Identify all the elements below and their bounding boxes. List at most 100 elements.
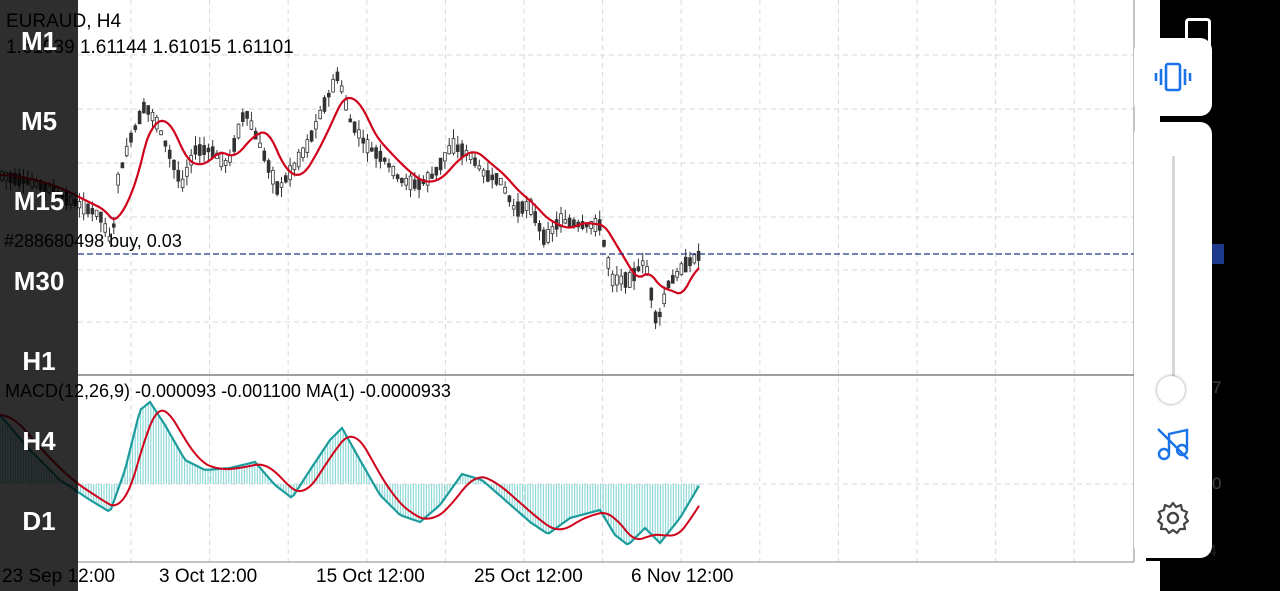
candle-body <box>683 256 688 273</box>
timeframe-m15[interactable]: M15 <box>13 186 65 216</box>
candle-body <box>107 236 112 242</box>
candle-body <box>662 293 666 305</box>
gear-icon[interactable] <box>1155 500 1191 536</box>
candle-body <box>271 170 275 185</box>
timeframe-h4[interactable]: H4 <box>22 426 56 456</box>
music-off-icon[interactable] <box>1155 426 1191 462</box>
candle-body <box>696 250 701 261</box>
candle-body <box>266 160 271 173</box>
candle-body <box>258 142 262 148</box>
candle-body <box>477 165 482 170</box>
candle-body <box>533 211 537 224</box>
candle-body <box>507 195 512 203</box>
candle-body <box>176 169 181 182</box>
candle-body <box>602 239 606 247</box>
timeframe-m30[interactable]: M30 <box>13 266 65 296</box>
candle-body <box>163 140 168 147</box>
candle-body <box>391 165 396 177</box>
candle-body <box>348 118 353 123</box>
candle-body <box>425 172 430 186</box>
candle-body <box>589 221 593 229</box>
candle-body <box>232 138 237 152</box>
candle-body <box>679 263 684 276</box>
candle-body <box>567 217 572 228</box>
volume-slider-knob[interactable] <box>1157 376 1185 404</box>
candle-body <box>357 129 361 139</box>
candle-body <box>563 219 568 224</box>
timeframe-d1[interactable]: D1 <box>22 506 56 536</box>
candle-body <box>443 152 447 162</box>
candlesticks <box>0 67 701 330</box>
timeframe-m5[interactable]: M5 <box>20 106 58 136</box>
candle-body <box>94 209 99 217</box>
x-axis-label: 25 Oct 12:00 <box>474 566 583 587</box>
candle-body <box>378 150 383 162</box>
candle-body <box>559 213 563 228</box>
candle-body <box>490 174 494 181</box>
macd-line <box>0 400 700 546</box>
candle-body <box>520 201 525 214</box>
candle-body <box>305 139 310 153</box>
candle-body <box>322 97 327 112</box>
candle-body <box>649 287 654 301</box>
candle-body <box>103 223 108 233</box>
candle-body <box>412 179 417 189</box>
candle-body <box>516 201 520 217</box>
candle-body <box>240 112 245 122</box>
price-label-partial: 0 <box>1212 474 1222 493</box>
candle-body <box>223 159 228 167</box>
candle-body <box>447 145 451 155</box>
candle-body <box>99 211 103 223</box>
candle-body <box>619 275 623 285</box>
candle-body <box>494 173 499 185</box>
volume-slider-track[interactable] <box>1172 156 1175 388</box>
macd-histogram <box>0 403 701 544</box>
candle-body <box>640 260 645 266</box>
candle-body <box>537 222 542 232</box>
x-axis-label: 6 Nov 12:00 <box>631 566 734 587</box>
candle-body <box>606 257 611 269</box>
candle-body <box>142 101 146 114</box>
candle-body <box>615 274 619 286</box>
candle-body <box>172 159 176 171</box>
candle-body <box>318 109 322 120</box>
candle-body <box>77 201 82 209</box>
price-chart[interactable] <box>0 0 1160 591</box>
candle-body <box>262 150 267 161</box>
candle-body <box>314 121 318 130</box>
candle-body <box>292 162 297 170</box>
candle-body <box>387 163 391 168</box>
candle-body <box>124 145 129 157</box>
candle-body <box>382 157 387 162</box>
candle-body <box>395 174 400 180</box>
timeframe-m1[interactable]: M1 <box>20 26 58 56</box>
candle-body <box>331 78 335 93</box>
candle-body <box>666 280 671 289</box>
candle-body <box>473 157 477 166</box>
candle-body <box>133 125 138 130</box>
candle-body <box>81 199 86 215</box>
x-axis-label: 15 Oct 12:00 <box>316 566 425 587</box>
candle-body <box>279 182 284 188</box>
candle-body <box>150 111 155 122</box>
candle-body <box>344 99 348 111</box>
candle-body <box>529 199 533 215</box>
candle-body <box>146 105 151 115</box>
candle-body <box>550 226 555 235</box>
moving-average-line <box>0 96 700 295</box>
candle-body <box>339 85 344 93</box>
candle-body <box>180 178 185 189</box>
candle-body <box>623 272 628 288</box>
candle-body <box>167 149 172 159</box>
candle-body <box>275 181 279 195</box>
candle-body <box>434 166 439 176</box>
timeframe-h1[interactable]: H1 <box>22 346 56 376</box>
timeframe-sidebar <box>0 0 78 591</box>
candle-body <box>503 186 507 194</box>
vibrate-icon[interactable] <box>1153 58 1193 96</box>
candle-body <box>486 170 490 182</box>
candle-body <box>365 139 370 154</box>
candle-body <box>309 130 314 142</box>
candle-body <box>636 266 641 272</box>
candle-body <box>653 311 658 324</box>
